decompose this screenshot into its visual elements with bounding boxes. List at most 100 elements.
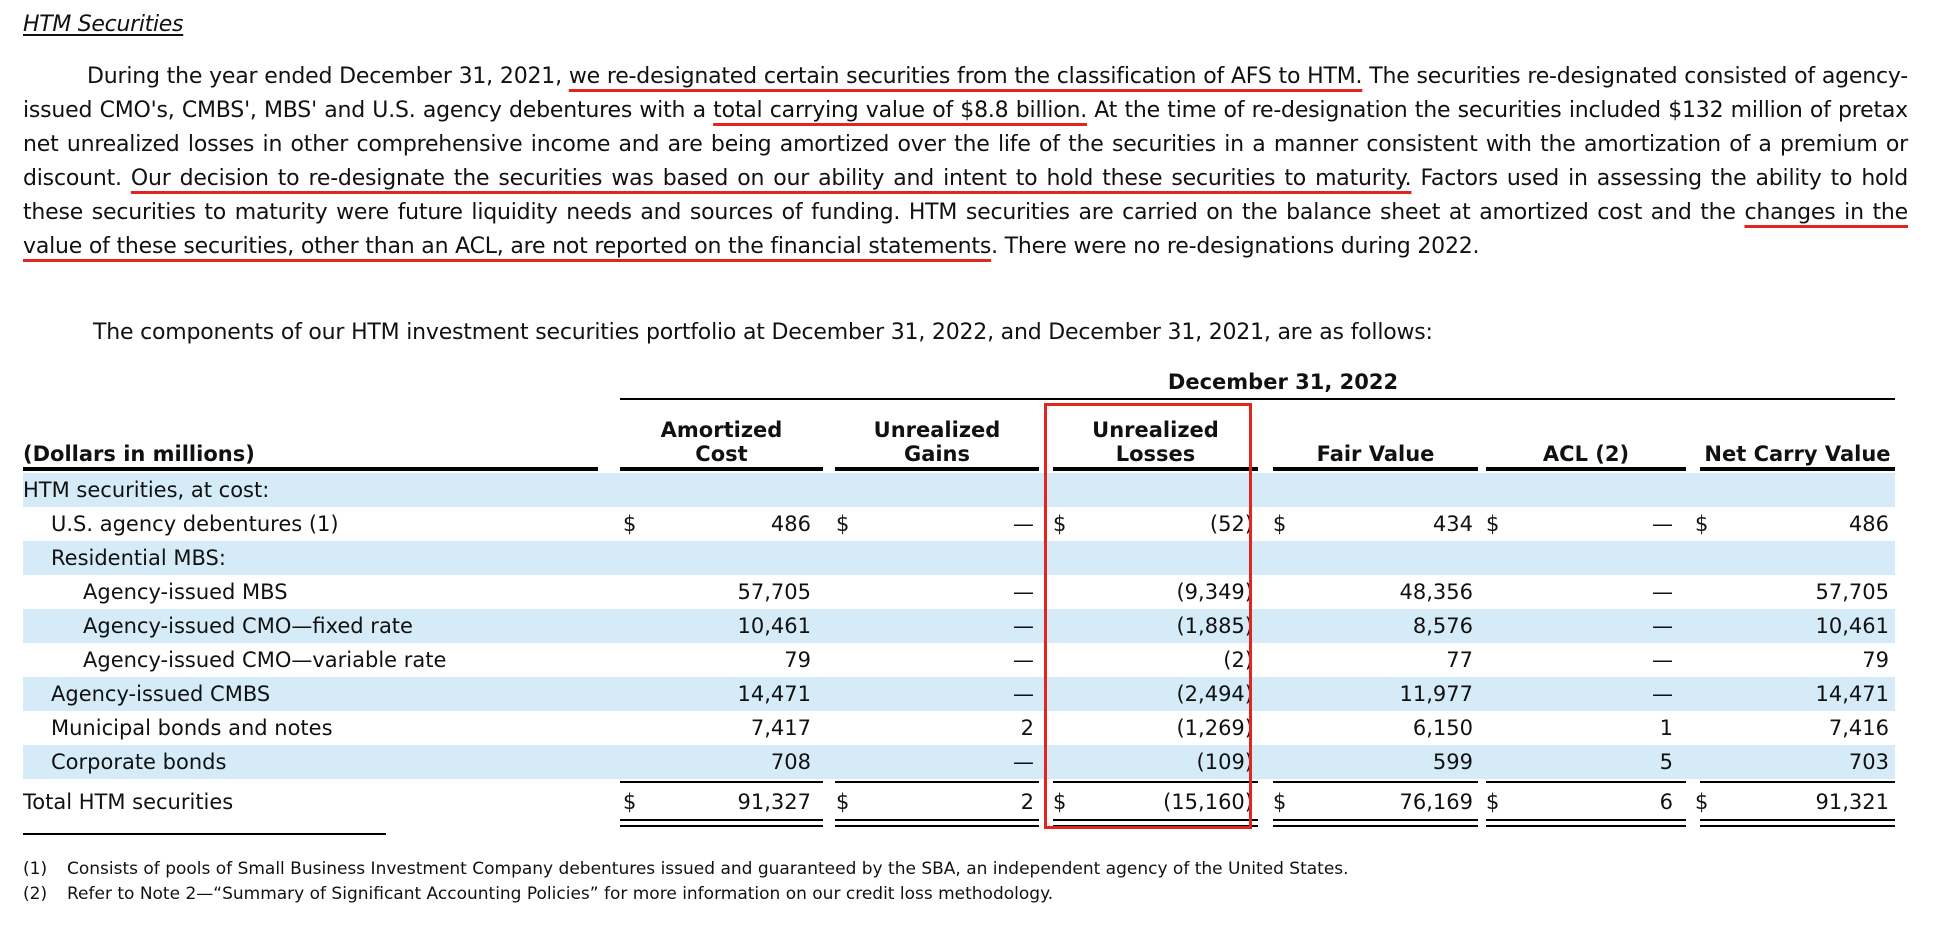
value-cell: 7,416 bbox=[1828, 716, 1889, 740]
value-cell: 486 bbox=[1848, 512, 1889, 536]
table-row: Agency-issued CMO—variable rate 79 — (2) 77 —… bbox=[23, 643, 1895, 677]
footnote-text: Consists of pools of Small Business Inve… bbox=[67, 859, 1349, 879]
footnote-text: Refer to Note 2—“Summary of Significant … bbox=[67, 884, 1054, 904]
period-header: December 31, 2022 bbox=[1167, 370, 1399, 394]
value-cell: — bbox=[1013, 614, 1034, 638]
highlighted-phrase: Our decision to re-designate the securit… bbox=[130, 166, 1412, 191]
row-shading bbox=[23, 473, 1895, 507]
row-label: Agency-issued CMO—variable rate bbox=[83, 648, 447, 672]
value-cell: 8,576 bbox=[1412, 614, 1473, 638]
column-header: Fair Value bbox=[1316, 442, 1435, 466]
row-label: Residential MBS: bbox=[51, 546, 226, 570]
value-cell: 6,150 bbox=[1412, 716, 1473, 740]
value-cell bbox=[1709, 541, 1889, 575]
header-rule bbox=[1273, 467, 1478, 471]
value-cell: — bbox=[1652, 614, 1673, 638]
row-label: Corporate bonds bbox=[51, 750, 227, 774]
value-cell: (52) bbox=[1209, 512, 1253, 536]
dollar-sign: $ bbox=[1486, 790, 1500, 814]
value-cell: — bbox=[1652, 512, 1673, 536]
value-cell: 79 bbox=[784, 648, 811, 672]
value-cell: — bbox=[1652, 580, 1673, 604]
column-header: Unrealized Losses bbox=[1092, 418, 1219, 466]
row-label: Total HTM securities bbox=[23, 790, 234, 814]
text-run: At the time of re-designation the securi… bbox=[23, 98, 1908, 191]
value-cell: — bbox=[1013, 512, 1034, 536]
column-header: Unrealized Gains bbox=[873, 418, 1001, 466]
header-rule bbox=[1700, 467, 1895, 471]
header-rule bbox=[620, 467, 823, 471]
unrealized-losses-highlight-box bbox=[1044, 403, 1252, 829]
row-label: Agency-issued CMO—fixed rate bbox=[83, 614, 413, 638]
row-label: Agency-issued MBS bbox=[83, 580, 288, 604]
total-rule bbox=[1700, 781, 1895, 783]
double-underline bbox=[1486, 819, 1686, 827]
text-run: . There were no re-designations during 2… bbox=[991, 234, 1480, 259]
double-underline bbox=[620, 819, 823, 827]
value-cell: 599 bbox=[1432, 750, 1473, 774]
value-cell: 79 bbox=[1862, 648, 1889, 672]
value-cell: — bbox=[1013, 750, 1034, 774]
footnote-number: (1) bbox=[23, 859, 48, 879]
value-cell: (109) bbox=[1196, 750, 1253, 774]
total-rule bbox=[1053, 781, 1258, 783]
value-cell: 2 bbox=[1020, 790, 1034, 814]
highlighted-phrase: total carrying value of $8.8 billion. bbox=[713, 98, 1087, 123]
column-header: Net Carry Value bbox=[1704, 442, 1891, 466]
dollar-sign: $ bbox=[1695, 790, 1709, 814]
dollar-sign: $ bbox=[836, 790, 850, 814]
dollar-sign: $ bbox=[1486, 512, 1500, 536]
value-cell bbox=[1709, 473, 1889, 507]
value-cell: — bbox=[1652, 648, 1673, 672]
row-label: HTM securities, at cost: bbox=[23, 478, 270, 502]
value-cell: (1,269) bbox=[1176, 716, 1253, 740]
dollar-sign: $ bbox=[623, 512, 637, 536]
text-run: The securities re-designated consisted o… bbox=[23, 64, 1909, 123]
row-shading bbox=[23, 677, 1895, 711]
footnote-2: (2) Refer to Note 2—“Summary of Significa… bbox=[23, 882, 1053, 906]
value-cell: 14,471 bbox=[737, 682, 811, 706]
header-rule bbox=[1053, 467, 1258, 471]
value-cell: (1,885) bbox=[1176, 614, 1253, 638]
label-column-header: (Dollars in millions) bbox=[23, 442, 255, 466]
table-row: Agency-issued CMBS 14,471 — (2,494) 11,977 — 1… bbox=[23, 677, 1895, 711]
value-cell: (15,160) bbox=[1163, 790, 1253, 814]
value-cell: 76,169 bbox=[1399, 790, 1473, 814]
value-cell: 486 bbox=[770, 512, 811, 536]
value-cell: 57,705 bbox=[737, 580, 811, 604]
text-run: During the year ended December 31, 2021, bbox=[87, 64, 569, 89]
value-cell: 48,356 bbox=[1399, 580, 1473, 604]
dollar-sign: $ bbox=[836, 512, 850, 536]
table-row: HTM securities, at cost: bbox=[23, 473, 1895, 507]
highlighted-phrase: changes in the value of these securities… bbox=[23, 200, 1908, 259]
total-rule bbox=[835, 781, 1039, 783]
total-rule bbox=[1273, 781, 1478, 783]
dollar-sign: $ bbox=[623, 790, 637, 814]
value-cell: 14,471 bbox=[1815, 682, 1889, 706]
value-cell: 57,705 bbox=[1815, 580, 1889, 604]
value-cell: — bbox=[1013, 580, 1034, 604]
table-row: Residential MBS: bbox=[23, 541, 1895, 575]
value-cell: 703 bbox=[1848, 750, 1889, 774]
table-row: Agency-issued CMO—fixed rate 10,461 — (1,88… bbox=[23, 609, 1895, 643]
value-cell: (9,349) bbox=[1176, 580, 1253, 604]
footnote-number: (2) bbox=[23, 884, 48, 904]
value-cell: 91,327 bbox=[737, 790, 811, 814]
header-rule bbox=[835, 467, 1039, 471]
value-cell: — bbox=[1013, 648, 1034, 672]
value-cell bbox=[854, 473, 1034, 507]
row-shading bbox=[23, 745, 1895, 779]
value-cell: 2 bbox=[1020, 716, 1034, 740]
value-cell bbox=[1293, 473, 1473, 507]
value-cell: 10,461 bbox=[1815, 614, 1889, 638]
value-cell: 91,321 bbox=[1815, 790, 1889, 814]
value-cell: — bbox=[1652, 682, 1673, 706]
table-row: Corporate bonds 708 — (109) 599 5 703 bbox=[23, 745, 1895, 779]
table-row: Municipal bonds and notes 7,417 2 (1,269) 6,… bbox=[23, 711, 1895, 745]
header-rule bbox=[23, 467, 598, 471]
double-underline bbox=[1700, 819, 1895, 827]
footnote-divider bbox=[23, 833, 386, 835]
value-cell bbox=[1493, 541, 1673, 575]
value-cell: 10,461 bbox=[737, 614, 811, 638]
